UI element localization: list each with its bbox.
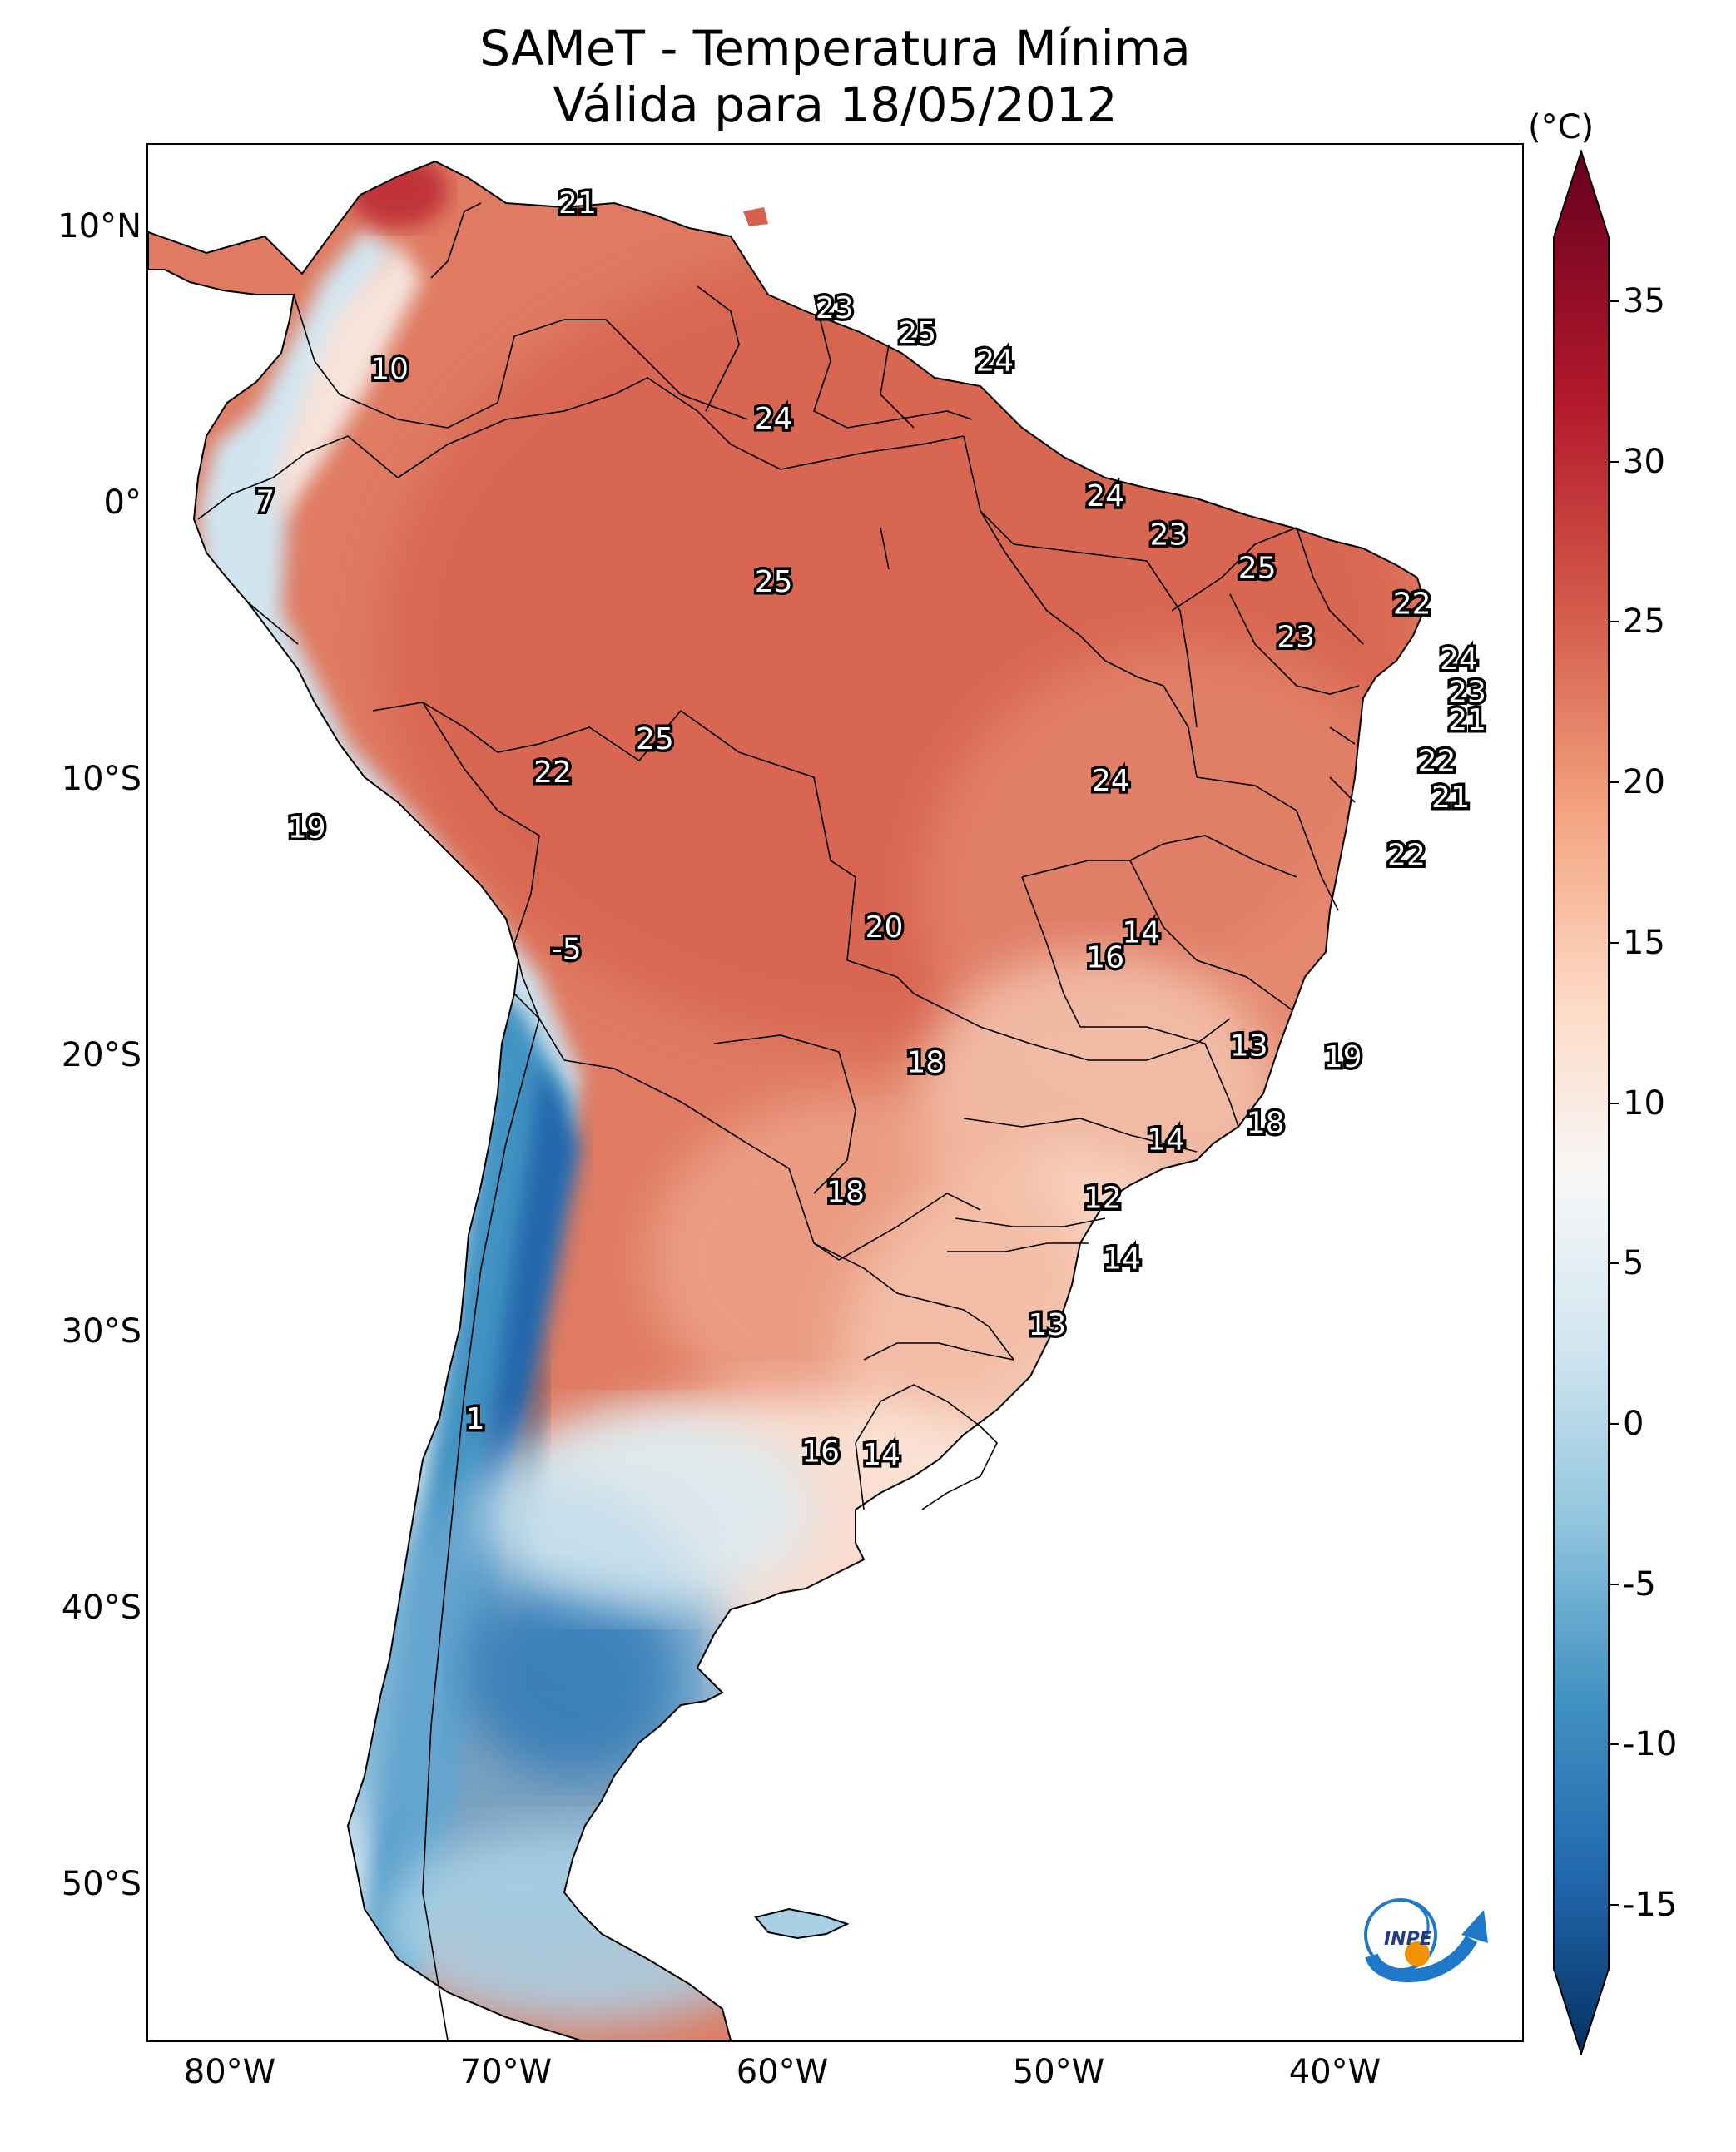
temperature-label: 25 (755, 565, 793, 599)
colorbar-tick-mark (1610, 1102, 1619, 1104)
temperature-label: 7 (255, 485, 275, 519)
temperature-label: 16 (1086, 940, 1124, 974)
temperature-label: 1 (466, 1402, 485, 1436)
colorbar-tick-mark (1610, 300, 1619, 303)
trinidad-island (743, 207, 768, 226)
temperature-label: 18 (906, 1046, 945, 1080)
colorbar-tick-mark (1610, 1903, 1619, 1906)
temperature-label: 22 (533, 756, 572, 790)
colorbar-tick-label: -10 (1623, 1725, 1678, 1764)
lon-tick-80w: 80°W (183, 2053, 276, 2091)
colorbar-tick-mark (1610, 941, 1619, 944)
borders (197, 202, 1364, 2040)
title-line1: SAMeT - Temperatura Mínima (479, 20, 1191, 77)
colorbar-tick-mark (1610, 1583, 1619, 1585)
colorbar-unit: (°C) (1528, 108, 1595, 146)
temperature-label: 19 (288, 811, 326, 845)
temperature-label: 16 (801, 1435, 840, 1470)
lat-tick-20s: 20°S (61, 1036, 141, 1074)
colorbar-tick-mark (1610, 621, 1619, 623)
colorbar-tick-mark (1610, 1262, 1619, 1265)
temperature-label: 24 (1440, 642, 1478, 677)
temperature-label: 22 (1387, 839, 1426, 873)
title-line2: Válida para 18/05/2012 (553, 77, 1118, 133)
temperature-label: 25 (1238, 551, 1277, 585)
colorbar-tick-mark (1610, 460, 1619, 463)
temperature-label: 23 (1277, 620, 1315, 654)
inpe-logo-text: INPE (1384, 1929, 1432, 1950)
temperature-label: 19 (1324, 1040, 1362, 1074)
lon-tick-40w: 40°W (1288, 2053, 1381, 2091)
temperature-label: 12 (1084, 1181, 1122, 1215)
lat-tick-40s: 40°S (61, 1589, 141, 1627)
temperature-label: 13 (1028, 1308, 1066, 1342)
colorbar-tick-label: -5 (1623, 1564, 1656, 1604)
colorbar-tick-label: 25 (1623, 602, 1665, 642)
colorbar-tick-label: 30 (1623, 442, 1665, 481)
temperature-label: 10 (370, 352, 409, 386)
temperature-label: 23 (1150, 518, 1188, 552)
temperature-label: 14 (1147, 1123, 1185, 1158)
falkland-islands (754, 1907, 850, 1940)
temperature-label: 21 (558, 186, 597, 221)
temperature-label: 23 (1448, 676, 1486, 710)
temperature-label: 23 (816, 291, 854, 325)
lat-tick-0: 0° (103, 483, 141, 522)
temperature-label: 24 (1086, 479, 1124, 513)
temperature-label: 20 (866, 910, 904, 945)
colorbar-tick-label: 10 (1623, 1083, 1665, 1123)
temperature-label: 25 (898, 316, 936, 350)
inpe-logo: INPE (1364, 1898, 1488, 1983)
lon-tick-50w: 50°W (1012, 2053, 1105, 2091)
colorbar-tick-label: -15 (1623, 1885, 1678, 1924)
lat-tick-30s: 30°S (61, 1312, 141, 1351)
temperature-label: 18 (1247, 1107, 1285, 1141)
colorbar-tick-label: 0 (1623, 1404, 1644, 1443)
map-panel: 21 10 7 23 25 24 24 24 23 25 25 22 23 24 23 21 25 22 22 24 2… (146, 143, 1524, 2042)
temperature-label: -5 (552, 932, 582, 966)
temperature-label: 24 (1092, 764, 1130, 798)
temperature-label: 25 (636, 722, 674, 756)
temperature-label: 21 (1431, 781, 1470, 815)
colorbar-tick-label: 5 (1623, 1244, 1644, 1283)
lat-tick-50s: 50°S (61, 1865, 141, 1903)
lon-tick-70w: 70°W (459, 2053, 553, 2091)
map-title: SAMeT - Temperatura Mínima Válida para 1… (146, 20, 1524, 133)
lon-tick-60w: 60°W (736, 2053, 829, 2091)
temperature-label: 14 (1103, 1242, 1141, 1276)
colorbar-tick-mark (1610, 1422, 1619, 1425)
lat-tick-10s: 10°S (61, 760, 141, 798)
temperature-label: 21 (1448, 703, 1486, 737)
colorbar-tick-label: 35 (1623, 282, 1665, 321)
temperature-label: 22 (1418, 745, 1456, 779)
temperature-label: 13 (1230, 1029, 1268, 1064)
colorbar-tick-label: 20 (1623, 763, 1665, 802)
temperature-label: 22 (1393, 587, 1431, 621)
temperature-label: 14 (1122, 916, 1160, 950)
colorbar-tick-mark (1610, 781, 1619, 784)
temperature-label: 24 (755, 402, 793, 436)
colorbar (1553, 150, 1610, 2055)
temperature-label: 14 (862, 1438, 900, 1472)
colorbar-tick-label: 15 (1623, 923, 1665, 962)
temperature-label: 18 (826, 1176, 865, 1210)
colorbar-tick-mark (1610, 1743, 1619, 1746)
temperature-label: 24 (975, 344, 1014, 378)
lat-tick-10n: 10°N (57, 207, 141, 245)
